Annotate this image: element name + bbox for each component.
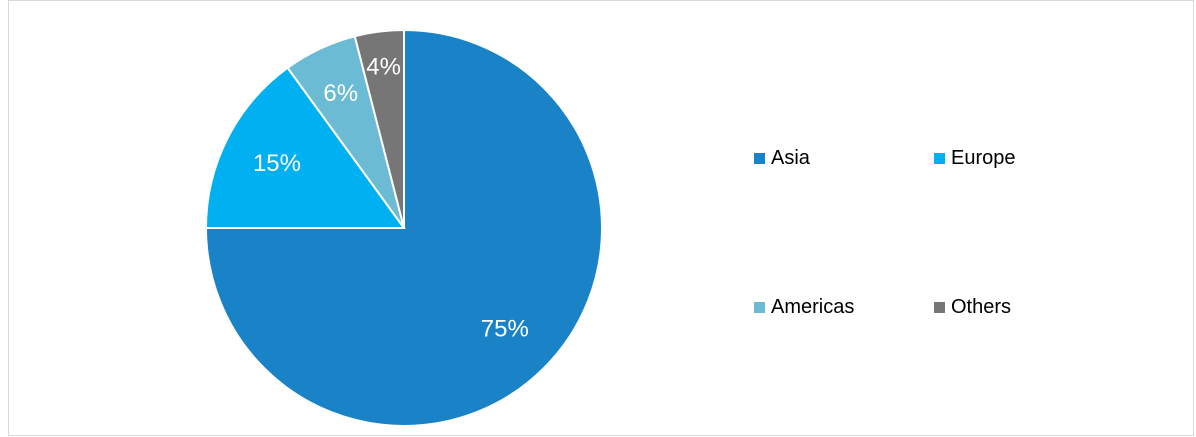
- pie-chart: 75% 15% 6% 4%: [204, 28, 603, 427]
- data-label-others: 4%: [366, 53, 401, 80]
- legend-item-europe: Europe: [934, 147, 1016, 170]
- pie-slice-others: [353, 28, 405, 229]
- legend-swatch-americas: [754, 302, 765, 313]
- legend-swatch-asia: [754, 153, 765, 164]
- legend-swatch-europe: [934, 153, 945, 164]
- legend-label-europe: Europe: [951, 147, 1016, 169]
- pie-slice-europe: [204, 66, 406, 229]
- data-label-europe: 15%: [253, 150, 301, 177]
- legend-label-americas: Americas: [771, 296, 855, 318]
- pie-slice-asia: [204, 28, 603, 427]
- legend-item-americas: Americas: [754, 296, 854, 319]
- legend-label-others: Others: [951, 296, 1012, 318]
- chart-area: 75% 15% 6% 4% Asia Europe Americas Others: [8, 0, 1194, 436]
- data-label-americas: 6%: [323, 80, 358, 107]
- legend-swatch-others: [934, 302, 945, 313]
- legend-item-others: Others: [934, 296, 1011, 319]
- legend-label-asia: Asia: [771, 147, 810, 169]
- data-label-asia: 75%: [481, 315, 529, 342]
- legend-item-asia: Asia: [754, 147, 810, 170]
